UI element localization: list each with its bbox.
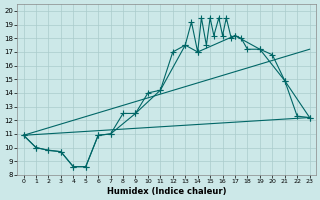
X-axis label: Humidex (Indice chaleur): Humidex (Indice chaleur) [107, 187, 226, 196]
